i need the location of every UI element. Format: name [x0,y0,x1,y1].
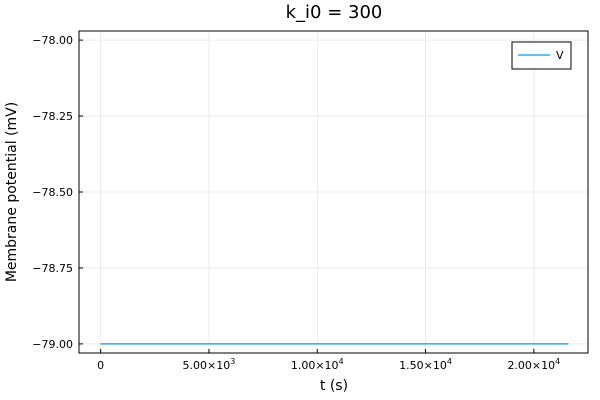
y-tick-label: −78.75 [32,262,73,275]
y-axis-label: Membrane potential (mV) [4,102,20,282]
y-tick-label: −78.25 [32,110,73,123]
y-axis-ticks: −78.00 −78.25 −78.50 −78.75 −79.00 [32,34,83,351]
x-axis-ticks: 0 5.00×103 1.00×104 1.50×104 2.00×104 [97,349,560,372]
chart-title: k_i0 = 300 [286,2,383,23]
grid [79,31,588,353]
legend-label: V [556,49,564,62]
y-tick-label: −79.00 [32,338,73,351]
y-tick-label: −78.00 [32,34,73,47]
y-tick-label: −78.50 [32,186,73,199]
x-tick-label: 0 [97,359,104,372]
x-tick-label: 1.50×104 [399,357,452,372]
x-tick-label: 5.00×103 [183,357,236,372]
x-tick-label: 1.00×104 [291,357,344,372]
legend: V [511,41,572,70]
x-axis-label: t (s) [320,378,348,394]
x-tick-label: 2.00×104 [507,357,560,372]
